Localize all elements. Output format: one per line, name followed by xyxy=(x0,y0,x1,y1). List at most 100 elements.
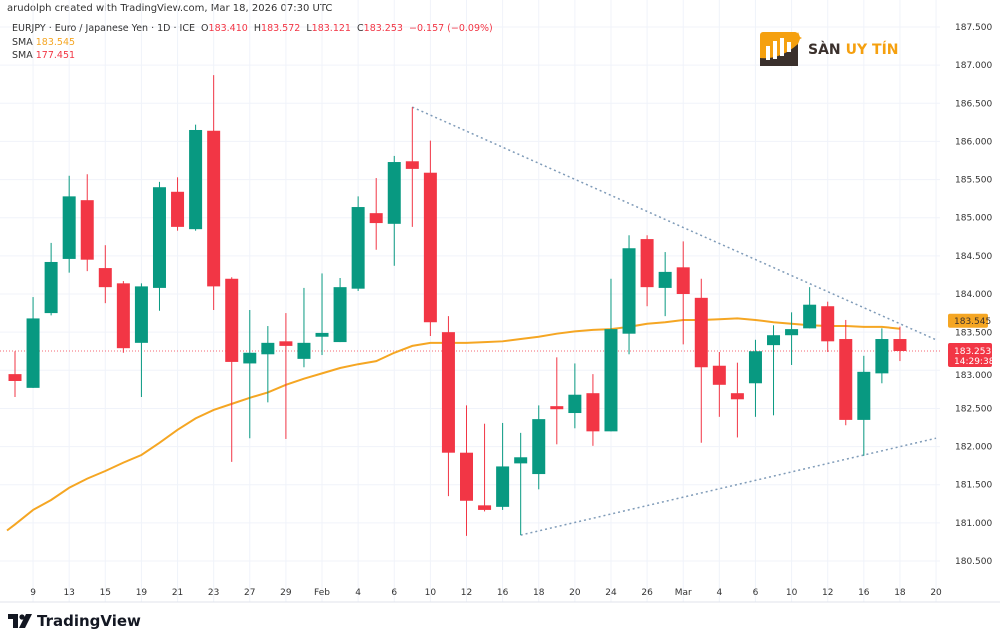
price-axis-label: 187.500 xyxy=(955,23,992,33)
candle-body xyxy=(694,297,708,368)
time-axis-label: 15 xyxy=(100,588,111,598)
candle xyxy=(243,310,257,439)
candle xyxy=(116,281,130,353)
sma-value: 183.545 xyxy=(35,36,76,48)
sma-row-1[interactable]: SMA 183.545 xyxy=(12,36,493,50)
close-label: C xyxy=(357,23,364,34)
trendline xyxy=(412,106,937,341)
time-axis-label: 13 xyxy=(63,588,74,598)
candle-body xyxy=(658,271,672,288)
sma-label: SMA xyxy=(12,50,33,61)
candle xyxy=(604,278,618,432)
countdown-text: 14:29:38 xyxy=(954,357,995,367)
candle-body xyxy=(730,393,744,400)
candle xyxy=(134,283,148,398)
candle-body xyxy=(423,172,437,323)
time-axis-label: 20 xyxy=(930,588,942,598)
candle-body xyxy=(369,213,383,224)
candle xyxy=(748,339,762,417)
candle xyxy=(857,355,871,456)
price-axis-label: 184.000 xyxy=(955,290,992,300)
sma-label: SMA xyxy=(12,36,33,48)
candle-body xyxy=(514,457,528,464)
candle xyxy=(152,181,166,311)
candle-body xyxy=(748,351,762,384)
time-axis-label: 18 xyxy=(533,588,545,598)
candle-body xyxy=(821,306,835,342)
brand-text-1: SÀN xyxy=(808,42,841,58)
candle-body xyxy=(676,267,690,295)
candle-body xyxy=(315,332,329,337)
open-label: O xyxy=(201,23,209,34)
time-axis-label: 6 xyxy=(753,588,759,598)
candle-body xyxy=(116,283,130,349)
candle-body xyxy=(62,196,76,259)
price-axis-label: 185.000 xyxy=(955,214,992,224)
symbol-label[interactable]: EURJPY · Euro / Japanese Yen · 1D · ICE xyxy=(12,23,195,34)
candle-body xyxy=(460,452,473,501)
price-axis-label: 184.500 xyxy=(955,252,992,262)
time-axis-label: 24 xyxy=(605,588,617,598)
candle-body xyxy=(80,200,94,260)
time-axis-label: 4 xyxy=(716,588,722,598)
last-price-text: 183.253 xyxy=(954,347,991,357)
candle-body xyxy=(134,286,148,343)
candle-body xyxy=(640,239,654,288)
time-axis-label: 4 xyxy=(355,588,361,598)
time-axis-label: 10 xyxy=(786,588,798,598)
sma-row-2[interactable]: SMA 177.451 xyxy=(12,49,493,63)
time-axis-label: 16 xyxy=(858,588,870,598)
chart-legend: EURJPY · Euro / Japanese Yen · 1D · ICE … xyxy=(12,22,493,63)
candle xyxy=(387,155,401,266)
candle-body xyxy=(297,342,311,359)
candle xyxy=(26,297,40,388)
low-value: 183.121 xyxy=(311,23,351,34)
candle-body xyxy=(550,406,564,410)
candle-body xyxy=(441,332,455,453)
candle xyxy=(189,124,203,231)
candle-body xyxy=(875,339,889,374)
candle-body xyxy=(893,339,907,352)
candle xyxy=(369,178,383,250)
candle xyxy=(80,174,94,272)
price-axis-label: 183.500 xyxy=(955,329,992,339)
change-value: −0.157 (−0.09%) xyxy=(409,23,493,34)
sma-price-tag xyxy=(948,313,988,328)
time-axis-label: 6 xyxy=(391,588,397,598)
candle xyxy=(676,241,690,345)
price-axis-label: 181.500 xyxy=(955,481,992,491)
candle xyxy=(8,351,22,398)
low-label: L xyxy=(306,23,312,34)
open-value: 183.410 xyxy=(208,23,248,34)
price-axis-label: 181.000 xyxy=(955,519,992,529)
candle-body xyxy=(712,365,726,385)
candle-body xyxy=(496,466,510,507)
time-axis-label: 12 xyxy=(461,588,472,598)
candle xyxy=(225,277,239,462)
candle xyxy=(261,326,275,403)
candle xyxy=(821,301,835,352)
candle xyxy=(532,405,546,490)
candle xyxy=(478,423,492,512)
candle-body xyxy=(586,393,600,432)
candle-body xyxy=(478,505,492,510)
high-label: H xyxy=(253,23,262,34)
candle-body xyxy=(279,341,293,346)
sma-price-tag-text: 183.545 xyxy=(954,317,991,327)
time-axis-label: Mar xyxy=(675,588,692,598)
price-axis-label: 180.500 xyxy=(955,557,992,567)
candle-body xyxy=(26,318,40,388)
tradingview-logo[interactable]: TradingView xyxy=(8,612,141,630)
candle xyxy=(207,75,221,311)
candle-body xyxy=(604,329,618,432)
time-axis-label: Feb xyxy=(314,588,330,598)
candle xyxy=(315,273,329,356)
candle-body xyxy=(351,207,365,289)
price-axis-label: 182.000 xyxy=(955,443,992,453)
candle xyxy=(694,278,708,443)
candle-body xyxy=(44,261,58,314)
candle xyxy=(767,325,781,416)
candle-body xyxy=(622,248,636,334)
candle xyxy=(568,363,582,429)
